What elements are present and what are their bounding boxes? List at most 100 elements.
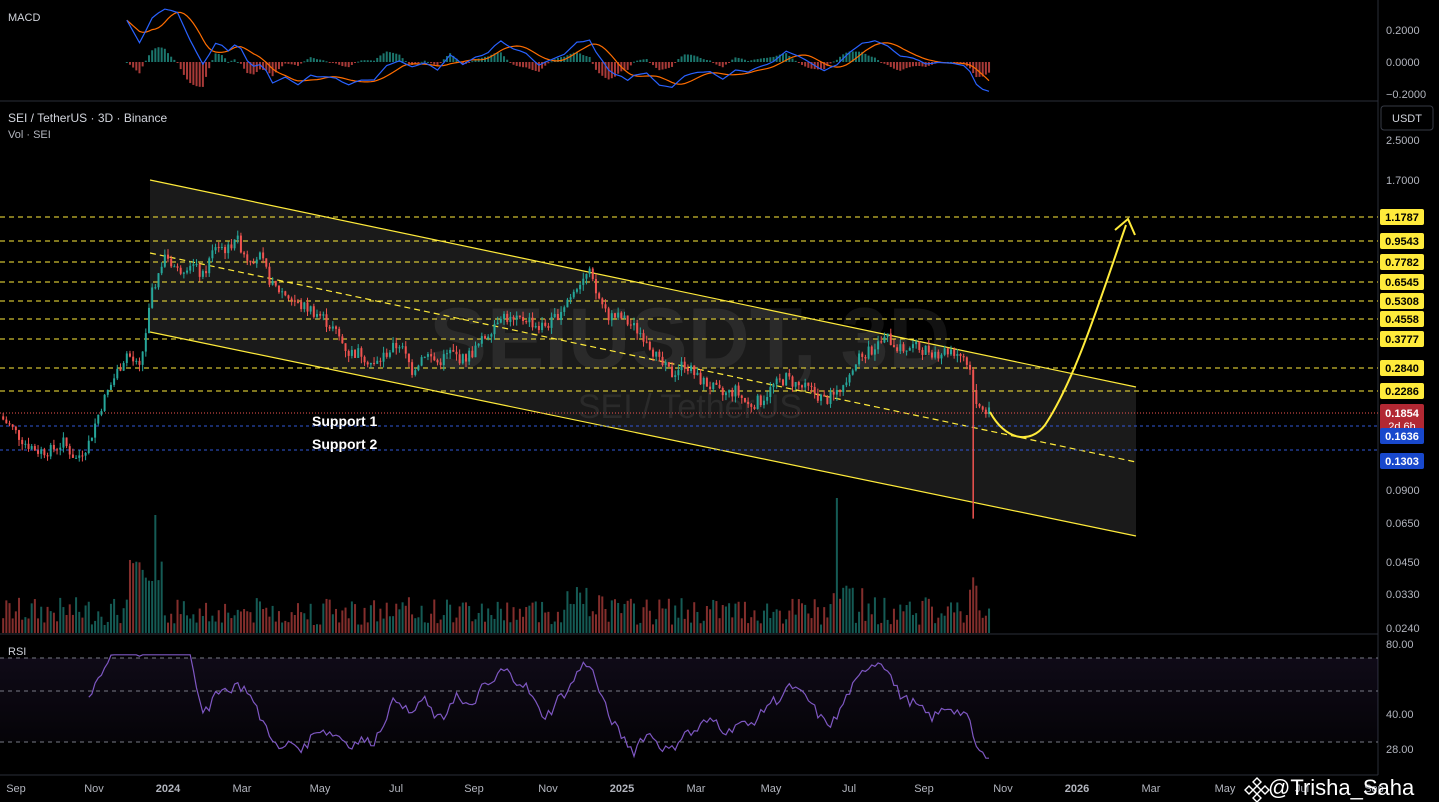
volume-bar [591, 611, 594, 633]
candle-body [455, 351, 458, 355]
candle-body [220, 246, 223, 248]
macd-histogram-bar [328, 62, 331, 63]
candle-body [258, 252, 261, 260]
channel-lower-line[interactable] [149, 331, 1137, 537]
volume-bar [420, 605, 423, 633]
volume-bar [747, 623, 750, 633]
volume-bar [138, 562, 141, 633]
candle-body [655, 351, 658, 357]
macd-histogram-bar [791, 58, 794, 62]
macd-histogram-bar [132, 62, 135, 68]
volume-bar [357, 624, 360, 633]
candle-body [128, 353, 131, 357]
volume-bar [686, 609, 689, 633]
candle-body [163, 254, 166, 267]
volume-bar [417, 617, 420, 633]
currency-button[interactable] [1380, 105, 1434, 131]
macd-histogram-bar [354, 62, 357, 64]
candle-body [75, 457, 78, 459]
volume-bar [46, 606, 49, 633]
candle-body [480, 336, 483, 344]
macd-histogram-bar [522, 62, 525, 68]
volume-bar [14, 611, 17, 633]
volume-bar [480, 603, 483, 633]
candle-body [969, 364, 972, 370]
volume-bar [271, 605, 274, 633]
volume-bar [379, 608, 382, 633]
macd-histogram-bar [766, 57, 769, 62]
volume-bar [743, 601, 746, 633]
volume-bar [978, 610, 981, 633]
volume-bar [826, 617, 829, 633]
pair-title[interactable]: SEI / TetherUS · 3D · Binance [8, 111, 168, 125]
projection-arrowhead-icon [1114, 217, 1136, 236]
price-scale[interactable]: 1.1787 0.9543 0.7782 0.6545 0.5308 0.4558 0.37… [1380, 25, 1426, 756]
macd-histogram-bar [449, 53, 452, 62]
macd-histogram-bar [366, 60, 369, 62]
volume-bar [468, 606, 471, 633]
macd-histogram-bar [388, 52, 391, 62]
resistance-level-value: 0.9543 [1385, 236, 1419, 248]
macd-histogram-bar [699, 57, 702, 62]
macd-histogram-bar [420, 61, 423, 63]
candle-body [750, 404, 753, 407]
candle-body [797, 381, 800, 386]
candle-body [376, 360, 379, 364]
volume-title: Vol · SEI [8, 129, 51, 141]
candle-body [43, 449, 46, 456]
volume-bar [151, 580, 154, 633]
resistance-level-value: 1.1787 [1385, 212, 1419, 224]
volume-bar [217, 610, 220, 633]
volume-bar [877, 624, 880, 633]
candle-body [585, 273, 588, 279]
time-axis[interactable]: Sep Nov 2024 Mar May Jul Sep Nov 2025 Mar May Jul Se… [6, 783, 1384, 795]
candle-body [671, 366, 674, 378]
candle-body [826, 396, 829, 404]
time-axis-label: 2025 [610, 783, 634, 795]
volume-bar [214, 621, 217, 633]
macd-histogram-bar [442, 59, 445, 62]
volume-bar [801, 603, 804, 633]
macd-histogram-bar [274, 62, 277, 73]
channel-midline[interactable] [149, 252, 1137, 463]
volume-bar [189, 618, 192, 633]
macd-histogram-bar [138, 62, 141, 74]
volume-bar [62, 607, 65, 633]
macd-histogram-bar [376, 57, 379, 62]
macd-histogram-bar [794, 60, 797, 62]
macd-histogram-bar [319, 59, 322, 62]
candle-body [848, 374, 851, 383]
candle-body [807, 382, 810, 386]
macd-histogram-bar [217, 53, 220, 62]
volume-bar [471, 621, 474, 633]
volume-bar [655, 619, 658, 633]
volume-bar [762, 610, 765, 633]
macd-histogram-bar [892, 62, 895, 69]
volume-bar [690, 622, 693, 633]
volume-bar [617, 602, 620, 633]
macd-histogram-bar [753, 59, 756, 62]
volume-bar [911, 614, 914, 633]
volume-bar [924, 597, 927, 633]
volume-bar [195, 622, 198, 633]
candle-body [550, 317, 553, 328]
candle-body [753, 406, 756, 409]
volume-bar [5, 600, 8, 633]
candle-body [747, 401, 750, 405]
macd-histogram-bar [829, 62, 832, 64]
volume-bar [975, 585, 978, 633]
volume-bar [430, 613, 433, 633]
projection-path[interactable] [989, 224, 1127, 439]
volume-bar [224, 603, 227, 633]
candle-body [322, 314, 325, 316]
volume-bar [122, 608, 125, 633]
candle-body [49, 444, 52, 457]
volume-bar [946, 606, 949, 633]
channel-upper-line[interactable] [149, 179, 1137, 388]
volume-bar [284, 620, 287, 633]
price-axis-tick: 0.0450 [1386, 557, 1420, 569]
macd-histogram-bar [984, 62, 987, 75]
volume-bar [24, 617, 27, 633]
macd-histogram-bar [170, 56, 173, 62]
